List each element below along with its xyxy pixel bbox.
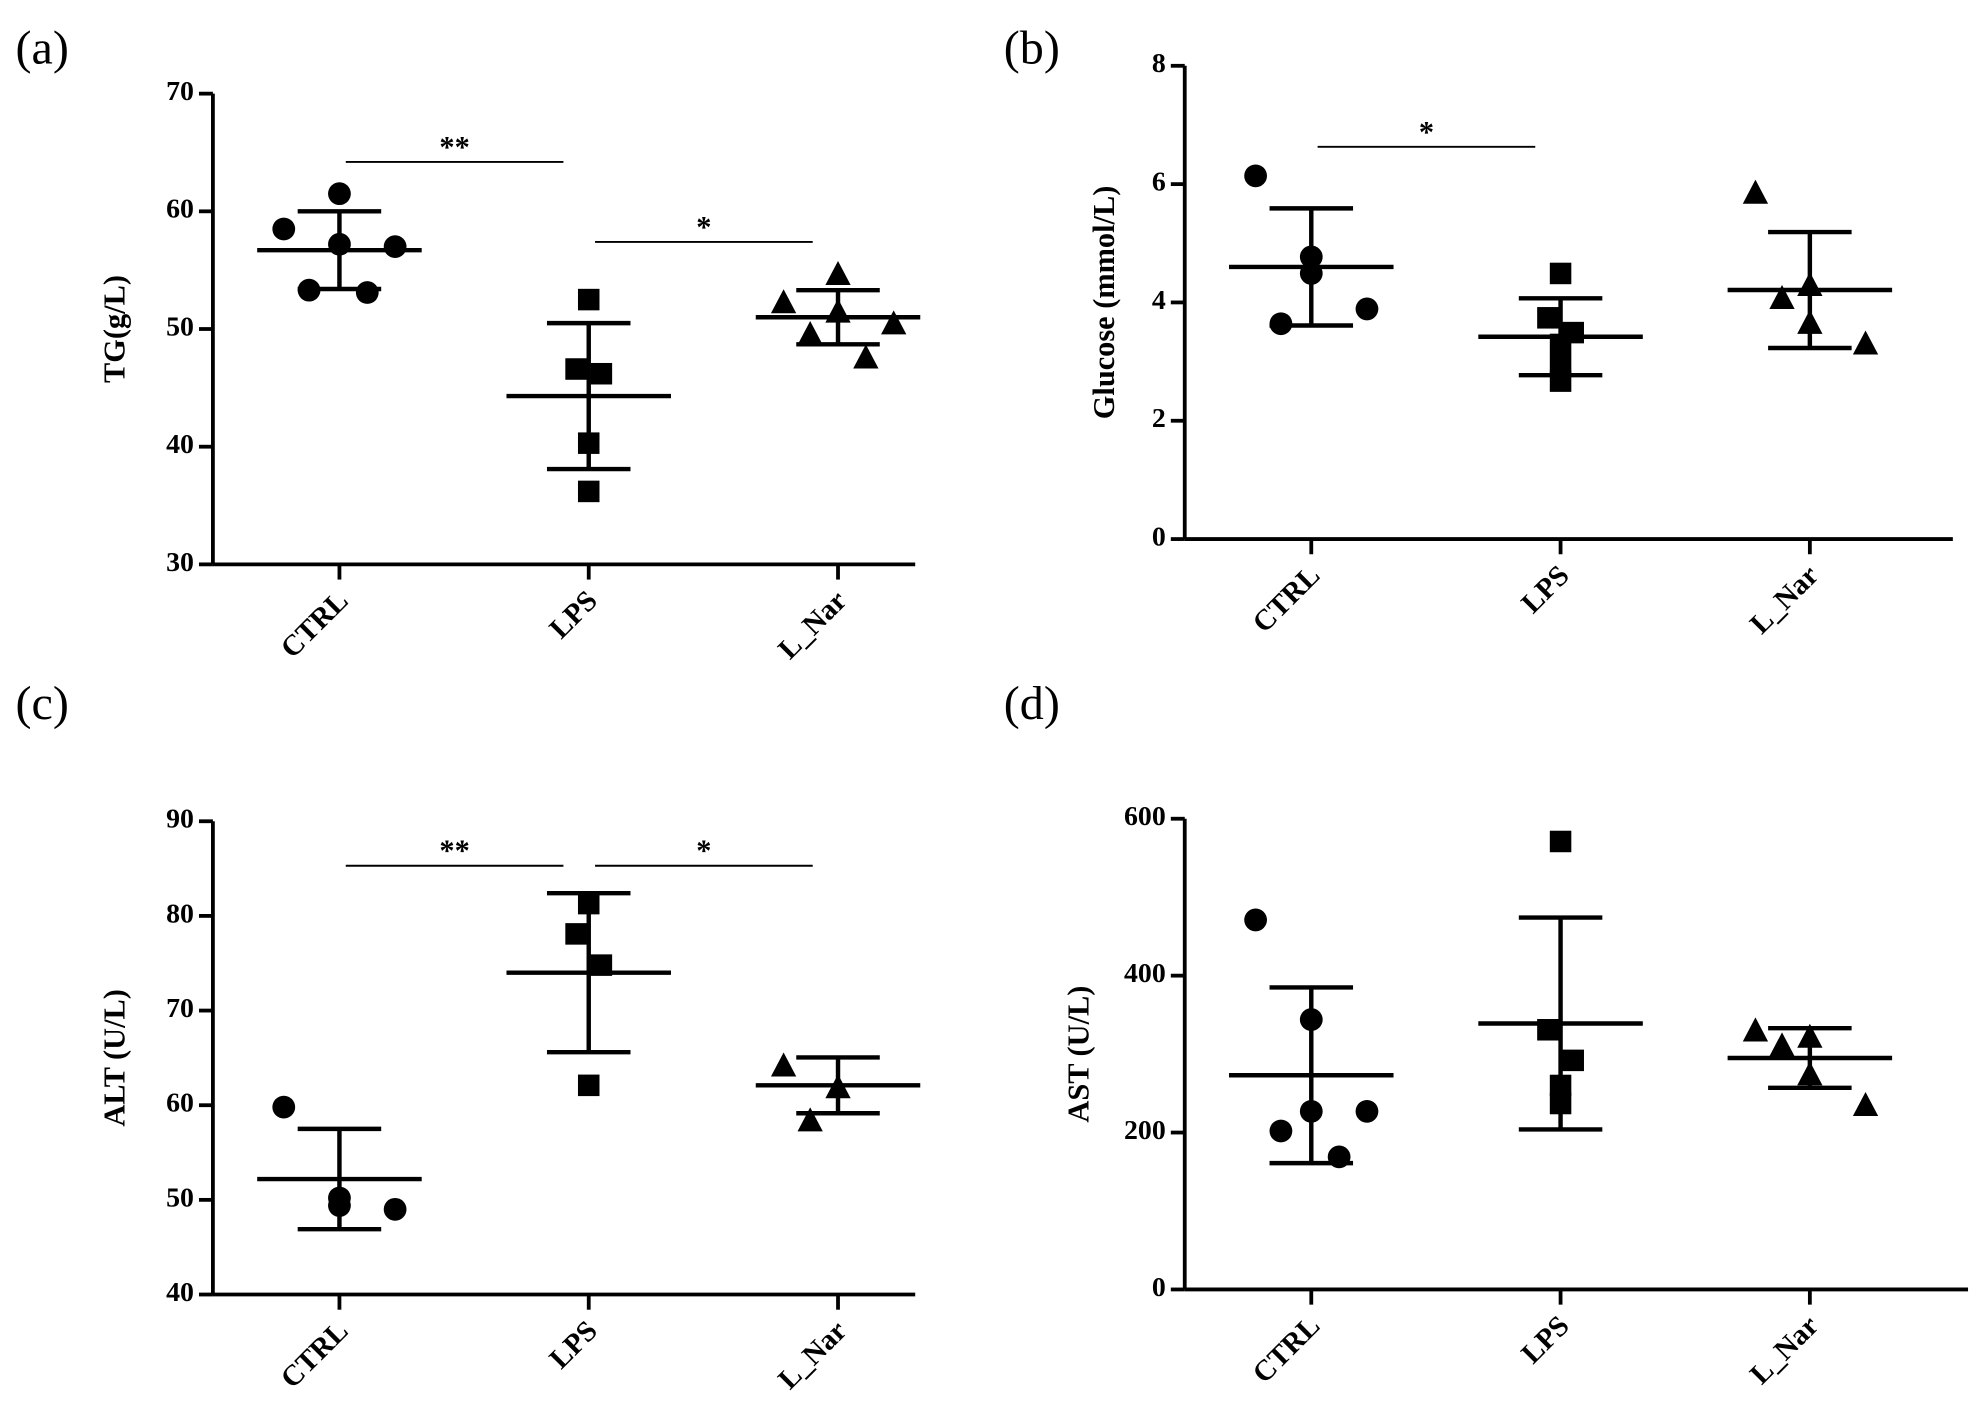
data-point	[797, 1107, 823, 1132]
x-tick-label: LPS	[543, 1315, 603, 1375]
data-point	[1244, 908, 1267, 932]
data-point	[1769, 284, 1795, 310]
y-tick-label: 8	[1152, 48, 1166, 79]
data-point	[328, 182, 351, 206]
y-axis-label: AST (U/L)	[1062, 986, 1096, 1123]
panel-label: (d)	[1004, 677, 1060, 730]
y-tick-label: 200	[1124, 1115, 1166, 1146]
y-tick-label: 40	[166, 1277, 194, 1308]
y-tick-label: 30	[166, 547, 194, 578]
x-tick-label: L_Nar	[772, 1315, 853, 1396]
y-tick-label: 90	[166, 804, 194, 835]
data-point	[770, 289, 797, 314]
data-point	[1852, 1091, 1879, 1116]
y-tick-label: 4	[1152, 285, 1166, 316]
y-tick-label: 2	[1152, 403, 1166, 434]
data-point	[1852, 330, 1879, 355]
data-point	[825, 260, 851, 285]
y-tick-label: 400	[1124, 958, 1166, 989]
data-point	[1549, 262, 1572, 285]
data-point	[565, 923, 587, 945]
data-point	[1269, 1119, 1293, 1143]
data-point	[1769, 1032, 1795, 1057]
data-point	[1355, 1099, 1379, 1123]
y-tick-label: 50	[166, 311, 194, 342]
y-tick-label: 6	[1152, 167, 1166, 198]
data-point	[577, 480, 600, 503]
data-point	[577, 1074, 600, 1097]
data-point	[1244, 164, 1267, 188]
y-tick-label: 0	[1152, 521, 1166, 552]
data-point	[1355, 297, 1379, 321]
data-point	[1742, 1017, 1769, 1042]
y-tick-label: 70	[166, 993, 194, 1024]
data-point	[383, 235, 407, 259]
data-point	[770, 1052, 797, 1077]
y-tick-label: 0	[1152, 1272, 1166, 1303]
data-point	[383, 1197, 407, 1221]
data-point	[881, 310, 907, 335]
x-tick-label: LPS	[1515, 1310, 1575, 1370]
data-point	[577, 288, 600, 311]
data-point	[1549, 830, 1572, 853]
y-tick-label: 60	[166, 1088, 194, 1119]
x-tick-label: L_Nar	[772, 585, 853, 666]
x-tick-label: LPS	[543, 585, 603, 645]
y-tick-label: 70	[166, 76, 194, 107]
x-tick-label: CTRL	[275, 585, 355, 665]
x-tick-label: L_Nar	[1744, 559, 1825, 640]
data-point	[272, 1095, 296, 1119]
significance-label: *	[696, 210, 711, 244]
significance-label: **	[439, 834, 469, 868]
x-tick-label: CTRL	[275, 1315, 355, 1395]
data-point	[1537, 307, 1559, 329]
y-tick-label: 60	[166, 194, 194, 225]
x-tick-label: CTRL	[1247, 1310, 1327, 1390]
data-point	[272, 217, 296, 241]
data-point	[853, 344, 879, 369]
y-tick-label: 50	[166, 1182, 194, 1213]
x-tick-label: LPS	[1515, 559, 1575, 619]
y-axis-label: ALT (U/L)	[97, 989, 131, 1127]
x-tick-label: CTRL	[1247, 559, 1327, 639]
significance-label: *	[696, 834, 711, 868]
y-axis-label: Glucose (mmol/L)	[1087, 186, 1121, 420]
y-axis-label: TG(g/L)	[97, 275, 131, 383]
panel-label: (b)	[1004, 21, 1060, 74]
y-tick-label: 600	[1124, 801, 1166, 832]
y-tick-label: 80	[166, 898, 194, 929]
panel-label: (a)	[15, 21, 68, 74]
data-point	[1562, 1049, 1584, 1072]
data-point	[355, 281, 379, 304]
panel-label: (c)	[15, 677, 68, 730]
significance-label: *	[1419, 115, 1434, 149]
data-point	[565, 358, 587, 380]
data-point	[797, 320, 823, 346]
y-tick-label: 40	[166, 429, 194, 460]
data-point	[590, 362, 613, 385]
data-point	[1742, 179, 1769, 204]
x-tick-label: L_Nar	[1744, 1310, 1825, 1391]
significance-label: **	[439, 130, 469, 164]
